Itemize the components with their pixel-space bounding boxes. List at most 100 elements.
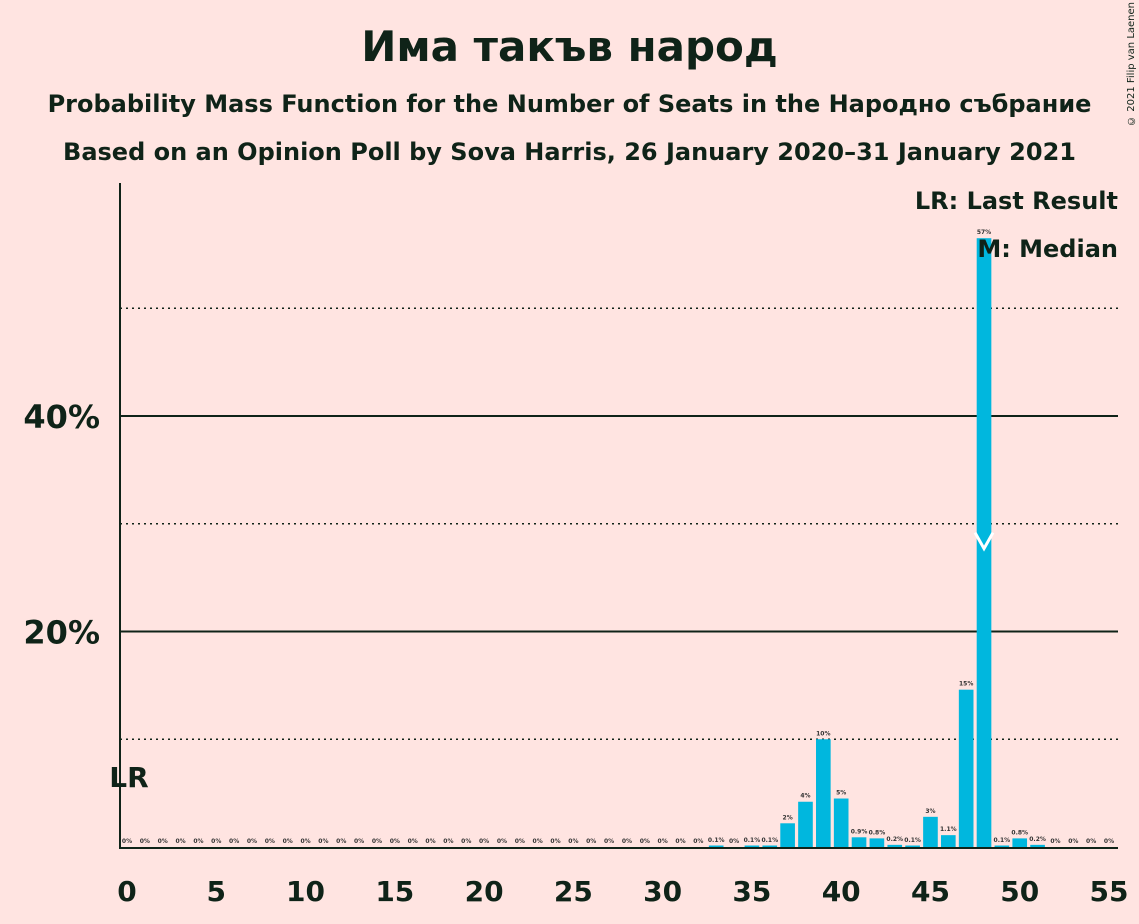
bar-seat-45: [923, 816, 938, 847]
x-tick-label: 20: [465, 875, 504, 908]
last-result-marker: LR: [109, 761, 148, 794]
data-label: 10%: [816, 730, 830, 737]
data-label: 0%: [658, 838, 668, 845]
data-label: 0.2%: [886, 836, 903, 843]
axes-group: 20% 40% 0 5 10 15 20 25 30 35 40 45 50 55 LR: [23, 183, 1128, 908]
gridlines: [120, 307, 1118, 740]
data-label: 0%: [193, 838, 203, 845]
legend-last-result: LR: Last Result: [915, 187, 1118, 215]
x-tick-label: 55: [1090, 875, 1129, 908]
x-tick-label: 30: [643, 875, 682, 908]
data-label: 0%: [300, 838, 310, 845]
data-label: 0%: [515, 838, 525, 845]
data-label: 0%: [283, 838, 293, 845]
bar-seat-37: [780, 823, 795, 847]
data-label: 0%: [1068, 838, 1078, 845]
y-tick-label: 40%: [23, 398, 100, 436]
bar-seat-50: [1012, 838, 1028, 847]
bar-seat-38: [798, 801, 813, 847]
data-label: 0.8%: [1011, 829, 1028, 836]
bar-seat-40: [833, 798, 849, 847]
data-label: 1.1%: [940, 826, 957, 833]
data-labels-group: 0% 0% 0% 0% 0% 0% 0% 0% 0% 0% 0% 0% 0% 0% 0% 0% 0% 0% 0% 0%…: [122, 229, 1114, 845]
data-label: 3%: [925, 808, 935, 815]
data-label: 0.1%: [904, 837, 921, 844]
data-label: 0%: [425, 838, 435, 845]
data-label: 0.1%: [744, 837, 761, 844]
data-label: 4%: [800, 793, 810, 800]
data-label: 57%: [977, 229, 991, 236]
x-tick-label: 35: [732, 875, 771, 908]
data-label: 0%: [354, 838, 364, 845]
bar-seat-43: [887, 844, 903, 847]
data-label: 0%: [336, 838, 346, 845]
bar-seat-47: [958, 689, 974, 847]
data-label: 0%: [693, 838, 703, 845]
data-label: 0.2%: [1029, 836, 1046, 843]
bars-group: [708, 238, 1045, 847]
data-label: 0%: [140, 838, 150, 845]
data-label: 5%: [836, 790, 846, 797]
data-label: 0%: [390, 838, 400, 845]
data-label: 0.1%: [761, 837, 778, 844]
median-marker: [973, 531, 995, 552]
data-label: 0%: [729, 838, 739, 845]
data-label: 0%: [158, 838, 168, 845]
bar-seat-41: [851, 837, 867, 847]
bar-seat-44: [905, 845, 920, 847]
data-label: 0%: [550, 838, 560, 845]
data-label: 15%: [959, 681, 973, 688]
data-label: 0%: [586, 838, 596, 845]
data-label: 0.9%: [851, 828, 868, 835]
data-label: 0%: [479, 838, 489, 845]
data-label: 0%: [533, 838, 543, 845]
data-label: 0%: [211, 838, 221, 845]
data-label: 0.1%: [994, 837, 1011, 844]
bar-seat-51: [1030, 844, 1045, 847]
data-label: 0%: [265, 838, 275, 845]
data-label: 0%: [408, 838, 418, 845]
bar-seat-36: [762, 845, 778, 847]
bar-seat-35: [744, 845, 760, 847]
data-label: 0%: [443, 838, 453, 845]
data-label: 0%: [1050, 838, 1060, 845]
data-label: 0%: [461, 838, 471, 845]
x-tick-label: 0: [117, 875, 136, 908]
bar-seat-46: [940, 835, 956, 847]
bar-seat-33: [708, 845, 724, 847]
x-tick-label: 45: [911, 875, 950, 908]
data-label: 0%: [318, 838, 328, 845]
data-label: 0%: [640, 838, 650, 845]
chart-title: Има такъв народ: [361, 22, 778, 71]
y-tick-label: 20%: [23, 614, 100, 652]
x-tick-label: 25: [554, 875, 593, 908]
bar-seat-39: [816, 739, 831, 847]
data-label: 0%: [497, 838, 507, 845]
data-label: 0.1%: [708, 837, 725, 844]
bar-seat-49: [994, 845, 1010, 847]
data-label: 0%: [604, 838, 614, 845]
legend-median: M: Median: [977, 235, 1118, 263]
data-label: 2%: [783, 814, 793, 821]
data-label: 0%: [1086, 838, 1096, 845]
x-tick-label: 15: [375, 875, 414, 908]
data-label: 0%: [622, 838, 632, 845]
x-tick-label: 50: [1000, 875, 1039, 908]
data-label: 0%: [568, 838, 578, 845]
bar-seat-48: [976, 238, 992, 847]
chart-subtitle-source: Based on an Opinion Poll by Sova Harris,…: [63, 138, 1076, 166]
data-label: 0.8%: [869, 829, 886, 836]
x-tick-label: 40: [822, 875, 861, 908]
data-label: 0%: [675, 838, 685, 845]
data-label: 0%: [372, 838, 382, 845]
bar-seat-42: [869, 838, 885, 847]
x-tick-label: 5: [207, 875, 226, 908]
data-label: 0%: [247, 838, 257, 845]
data-label: 0%: [1104, 838, 1114, 845]
data-label: 0%: [122, 838, 132, 845]
chart-subtitle: Probability Mass Function for the Number…: [47, 90, 1092, 118]
data-label: 0%: [175, 838, 185, 845]
x-tick-label: 10: [286, 875, 325, 908]
data-label: 0%: [229, 838, 239, 845]
